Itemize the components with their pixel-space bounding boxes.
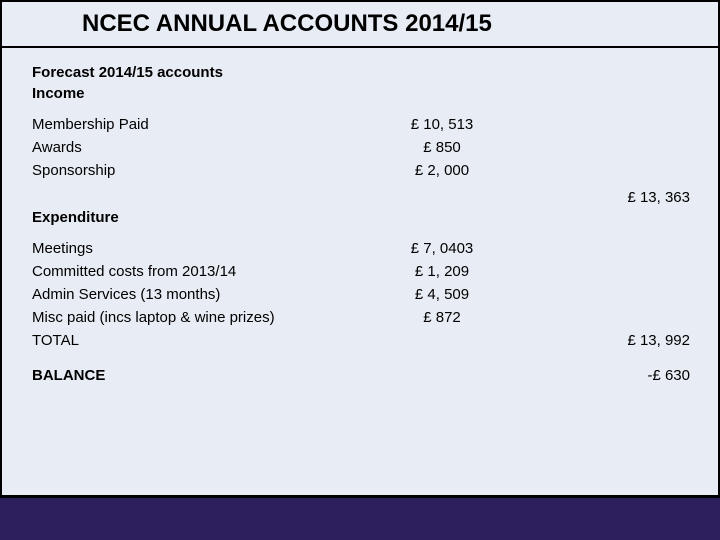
- income-amount: £ 850: [372, 139, 512, 156]
- expenditure-label: Misc paid (incs laptop & wine prizes): [32, 309, 372, 326]
- expenditure-label: Meetings: [32, 240, 372, 257]
- footer-bar: [0, 498, 720, 540]
- page-title: NCEC ANNUAL ACCOUNTS 2014/15: [82, 10, 492, 38]
- total-row: TOTAL £ 13, 992: [32, 332, 698, 349]
- income-row: Membership Paid £ 10, 513: [32, 116, 698, 133]
- income-row: Sponsorship £ 2, 000: [32, 162, 698, 179]
- income-label: Membership Paid: [32, 116, 372, 133]
- income-total: £ 13, 363: [627, 189, 690, 206]
- forecast-header-line1: Forecast 2014/15 accounts: [32, 62, 698, 83]
- income-row: Awards £ 850: [32, 139, 698, 156]
- expenditure-row: Meetings £ 7, 0403: [32, 240, 698, 257]
- income-label: Awards: [32, 139, 372, 156]
- forecast-header-line2: Income: [32, 83, 698, 104]
- income-label: Sponsorship: [32, 162, 372, 179]
- expenditure-row: Committed costs from 2013/14 £ 1, 209: [32, 263, 698, 280]
- expenditure-amount: £ 4, 509: [372, 286, 512, 303]
- expenditure-row: Admin Services (13 months) £ 4, 509: [32, 286, 698, 303]
- expenditure-amount: £ 872: [372, 309, 512, 326]
- title-bar: NCEC ANNUAL ACCOUNTS 2014/15: [0, 0, 720, 46]
- expenditure-amount: £ 1, 209: [372, 263, 512, 280]
- balance-amount: -£ 630: [647, 367, 690, 384]
- total-amount: £ 13, 992: [627, 332, 690, 349]
- balance-row: BALANCE -£ 630: [32, 367, 698, 384]
- expenditure-label: Committed costs from 2013/14: [32, 263, 372, 280]
- income-amount: £ 2, 000: [372, 162, 512, 179]
- expenditure-label: Admin Services (13 months): [32, 286, 372, 303]
- expenditure-header: Expenditure: [32, 207, 698, 228]
- balance-label: BALANCE: [32, 367, 372, 384]
- accounts-content: Forecast 2014/15 accounts Income Members…: [0, 46, 720, 498]
- income-amount: £ 10, 513: [372, 116, 512, 133]
- expenditure-row: Misc paid (incs laptop & wine prizes) £ …: [32, 309, 698, 326]
- total-label: TOTAL: [32, 332, 372, 349]
- expenditure-amount: £ 7, 0403: [372, 240, 512, 257]
